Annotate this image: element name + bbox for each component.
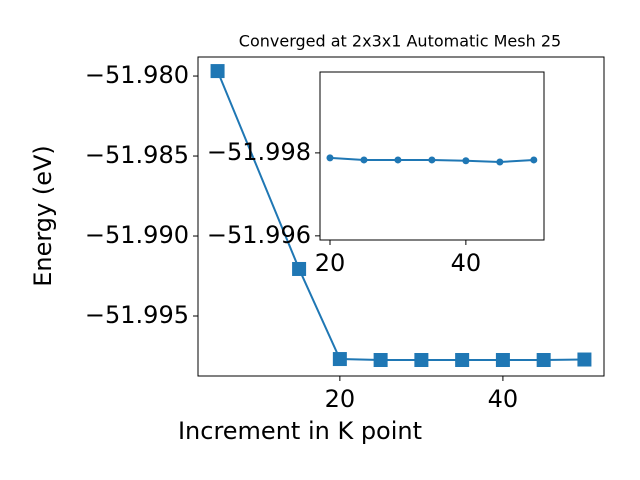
marker bbox=[530, 156, 538, 164]
marker bbox=[292, 261, 307, 276]
marker bbox=[462, 157, 470, 165]
marker bbox=[577, 352, 592, 367]
y-tick-label: −51.990 bbox=[85, 221, 189, 249]
marker bbox=[428, 156, 436, 164]
y-tick-label: −51.998 bbox=[207, 138, 311, 166]
y-tick-label: −51.980 bbox=[85, 61, 189, 89]
x-tick-label: 40 bbox=[451, 249, 482, 277]
marker bbox=[332, 352, 347, 367]
marker bbox=[496, 158, 504, 166]
marker bbox=[536, 353, 551, 368]
y-tick-label: −51.995 bbox=[85, 301, 189, 329]
chart-title: Converged at 2x3x1 Automatic Mesh 25 bbox=[239, 32, 561, 51]
x-tick-label: 40 bbox=[488, 385, 519, 413]
marker bbox=[360, 156, 368, 164]
marker bbox=[414, 353, 429, 368]
marker bbox=[373, 353, 388, 368]
marker bbox=[210, 64, 225, 79]
x-tick-label: 20 bbox=[315, 249, 346, 277]
y-tick-label: −51.985 bbox=[85, 141, 189, 169]
y-tick-label: −51.996 bbox=[207, 221, 311, 249]
x-tick-label: 20 bbox=[325, 385, 356, 413]
marker bbox=[495, 353, 510, 368]
y-axis-label: Energy (eV) bbox=[29, 145, 57, 287]
x-axis-label: Increment in K point bbox=[178, 417, 422, 445]
marker bbox=[326, 154, 334, 162]
marker bbox=[455, 353, 470, 368]
marker bbox=[394, 156, 402, 164]
plot-area bbox=[319, 71, 545, 241]
